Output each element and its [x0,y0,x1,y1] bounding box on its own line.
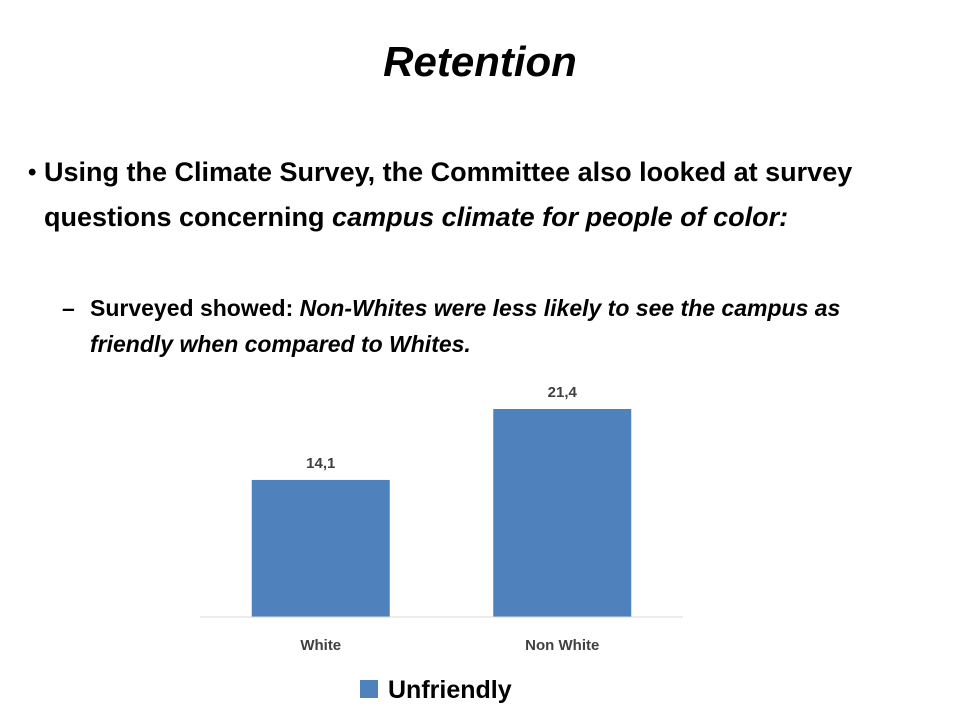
x-tick-label: Non White [525,637,599,654]
legend-label: Unfriendly [388,676,512,704]
bullet-list: • Using the Climate Survey, the Committe… [28,150,944,362]
bar-non-white [493,408,632,617]
bullet-sub-text: Surveyed showed: [90,295,300,321]
bullet-dash-icon: – [62,295,75,321]
bullet-main: • Using the Climate Survey, the Committe… [28,150,944,240]
bullet-main-text: Using the Climate Survey, the Committee … [44,157,853,232]
legend: Unfriendly [360,676,512,704]
data-label: 21,4 [548,384,578,401]
x-tick-label: White [300,637,341,654]
bar-white [251,479,390,617]
bullet-dot-icon: • [28,159,37,186]
slide-title: Retention [383,38,577,85]
bullet-sub: – Surveyed showed: Non-Whites were less … [62,290,880,362]
bar-group: 14,1 White 21,4 Non White [251,384,632,654]
legend-swatch [360,680,378,698]
data-label: 14,1 [306,455,335,472]
bullet-sub-italic: Non-Whites were less likely to see the c… [90,295,841,357]
bullet-main-italic: campus climate for people of color: [332,202,789,232]
